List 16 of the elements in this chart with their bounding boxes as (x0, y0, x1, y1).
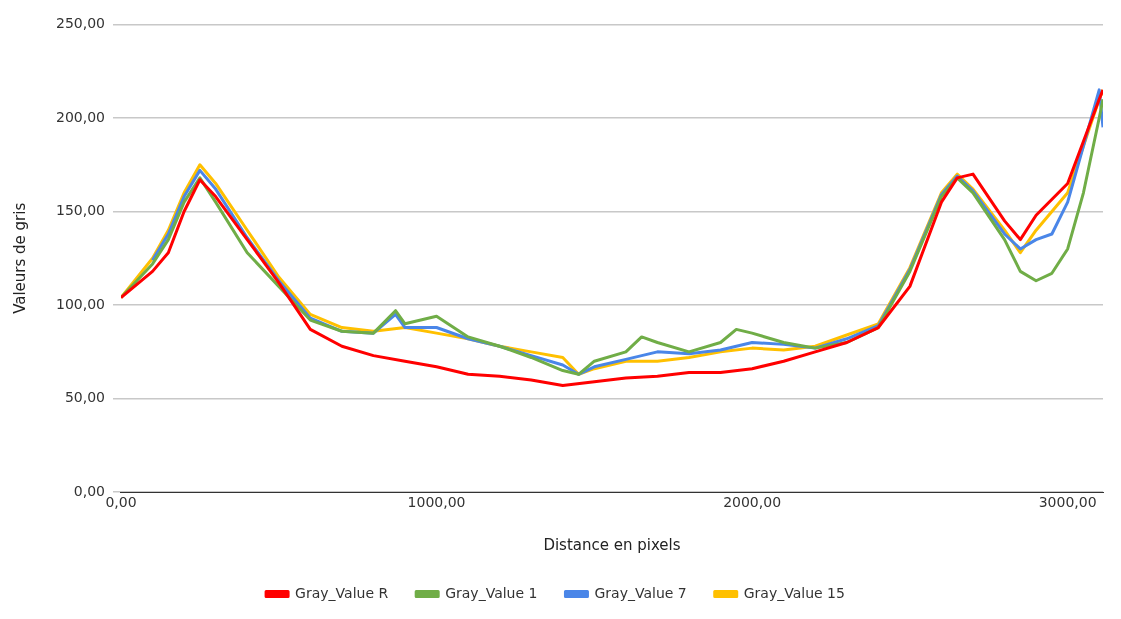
legend-label: Gray_Value 1 (445, 584, 538, 601)
y-tick-label: 150,00 (55, 202, 105, 219)
y-tick-label: 0,00 (73, 482, 105, 499)
legend-label: Gray_Value R (295, 584, 389, 601)
x-tick-label: 0,00 (105, 494, 137, 511)
legend-label: Gray_Value 15 (743, 584, 845, 601)
y-tick-label: 200,00 (55, 108, 105, 125)
y-tick-label: 100,00 (55, 295, 105, 312)
x-tick-label: 3000,00 (1038, 494, 1097, 511)
y-axis-title: Valeurs de gris (10, 202, 29, 314)
legend-label: Gray_Value 7 (594, 584, 687, 601)
x-tick-label: 1000,00 (407, 494, 466, 511)
x-axis-title: Distance en pixels (543, 535, 681, 554)
y-tick-label: 50,00 (64, 389, 105, 406)
x-tick-label: 2000,00 (723, 494, 782, 511)
y-tick-label: 250,00 (55, 15, 105, 32)
